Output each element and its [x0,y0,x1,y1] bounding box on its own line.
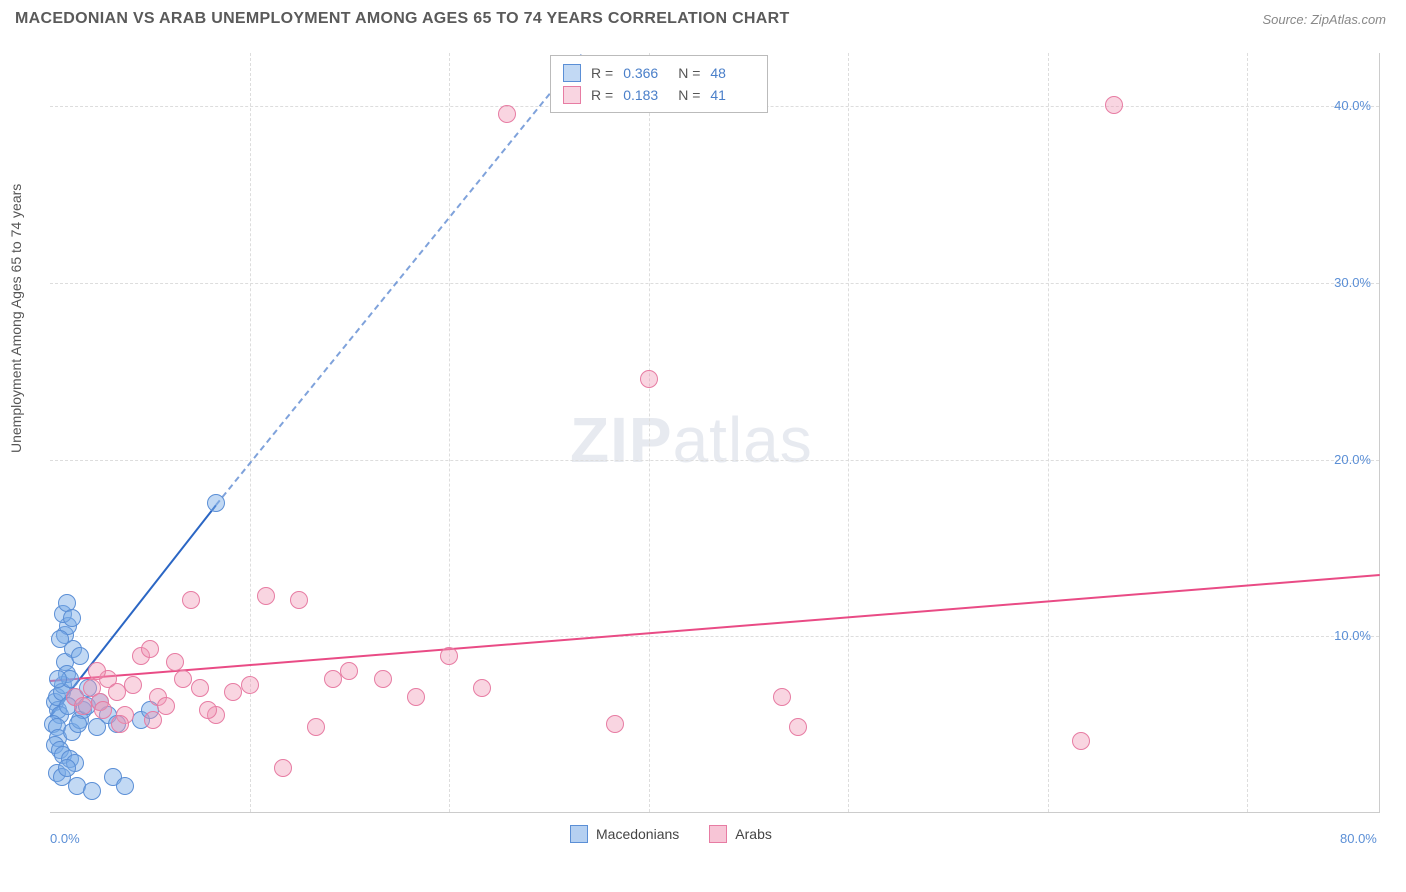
scatter-point [51,630,69,648]
scatter-point [324,670,342,688]
scatter-point [157,697,175,715]
scatter-point [108,683,126,701]
y-tick-label: 10.0% [1334,628,1371,643]
gridline-vertical [449,53,450,812]
legend-label: Macedonians [596,826,679,842]
series-swatch [563,86,581,104]
scatter-point [789,718,807,736]
scatter-point [124,676,142,694]
scatter-point [116,777,134,795]
scatter-point [440,647,458,665]
x-tick-label: 80.0% [1340,831,1377,846]
title-bar: MACEDONIAN VS ARAB UNEMPLOYMENT AMONG AG… [0,0,1406,33]
scatter-point [640,370,658,388]
scatter-point [340,662,358,680]
scatter-point [374,670,392,688]
scatter-point [83,782,101,800]
scatter-point [71,647,89,665]
scatter-point [274,759,292,777]
legend-label: Arabs [735,826,772,842]
scatter-point [257,587,275,605]
stat-n-value: 41 [710,87,755,103]
scatter-point [88,718,106,736]
scatter-point [207,494,225,512]
scatter-point [88,662,106,680]
y-axis-label: Unemployment Among Ages 65 to 74 years [8,184,24,453]
stats-row: R = 0.366 N = 48 [563,62,755,84]
scatter-point [58,759,76,777]
watermark: ZIPatlas [570,403,813,477]
scatter-point [606,715,624,733]
stat-n-label: N = [678,65,700,81]
correlation-stats-box: R = 0.366 N = 48 R = 0.183 N = 41 [550,55,768,113]
legend-item: Arabs [709,825,772,843]
stat-r-value: 0.183 [623,87,668,103]
legend-item: Macedonians [570,825,679,843]
scatter-point [773,688,791,706]
y-tick-label: 30.0% [1334,275,1371,290]
stats-row: R = 0.183 N = 41 [563,84,755,106]
stat-n-label: N = [678,87,700,103]
gridline-vertical [1247,53,1248,812]
scatter-point [473,679,491,697]
scatter-point [199,701,217,719]
scatter-point [498,105,516,123]
y-tick-label: 40.0% [1334,98,1371,113]
y-tick-label: 20.0% [1334,452,1371,467]
scatter-point [1105,96,1123,114]
scatter-point [166,653,184,671]
chart-container: Unemployment Among Ages 65 to 74 years Z… [0,33,1406,883]
scatter-point [307,718,325,736]
scatter-point [74,697,92,715]
scatter-point [49,670,67,688]
scatter-point [69,715,87,733]
x-tick-label: 0.0% [50,831,80,846]
scatter-point [1072,732,1090,750]
watermark-part2: atlas [673,404,813,476]
stat-r-value: 0.366 [623,65,668,81]
scatter-point [63,609,81,627]
scatter-point [174,670,192,688]
gridline-vertical [250,53,251,812]
stat-r-label: R = [591,65,613,81]
series-swatch [563,64,581,82]
scatter-point [290,591,308,609]
scatter-point [191,679,209,697]
legend-swatch [570,825,588,843]
plot-area: ZIPatlas 10.0%20.0%30.0%40.0%0.0%80.0%R … [50,53,1380,813]
source-attribution: Source: ZipAtlas.com [1262,12,1386,27]
gridline-vertical [649,53,650,812]
scatter-point [111,715,129,733]
scatter-point [407,688,425,706]
trend-line-extrapolated [215,53,582,505]
chart-title: MACEDONIAN VS ARAB UNEMPLOYMENT AMONG AG… [15,10,790,28]
gridline-vertical [1048,53,1049,812]
scatter-point [241,676,259,694]
scatter-point [141,640,159,658]
stat-n-value: 48 [710,65,755,81]
scatter-point [224,683,242,701]
scatter-point [144,711,162,729]
scatter-point [182,591,200,609]
stat-r-label: R = [591,87,613,103]
gridline-vertical [848,53,849,812]
watermark-part1: ZIP [570,404,673,476]
scatter-point [94,701,112,719]
legend-swatch [709,825,727,843]
series-legend: Macedonians Arabs [570,825,772,843]
